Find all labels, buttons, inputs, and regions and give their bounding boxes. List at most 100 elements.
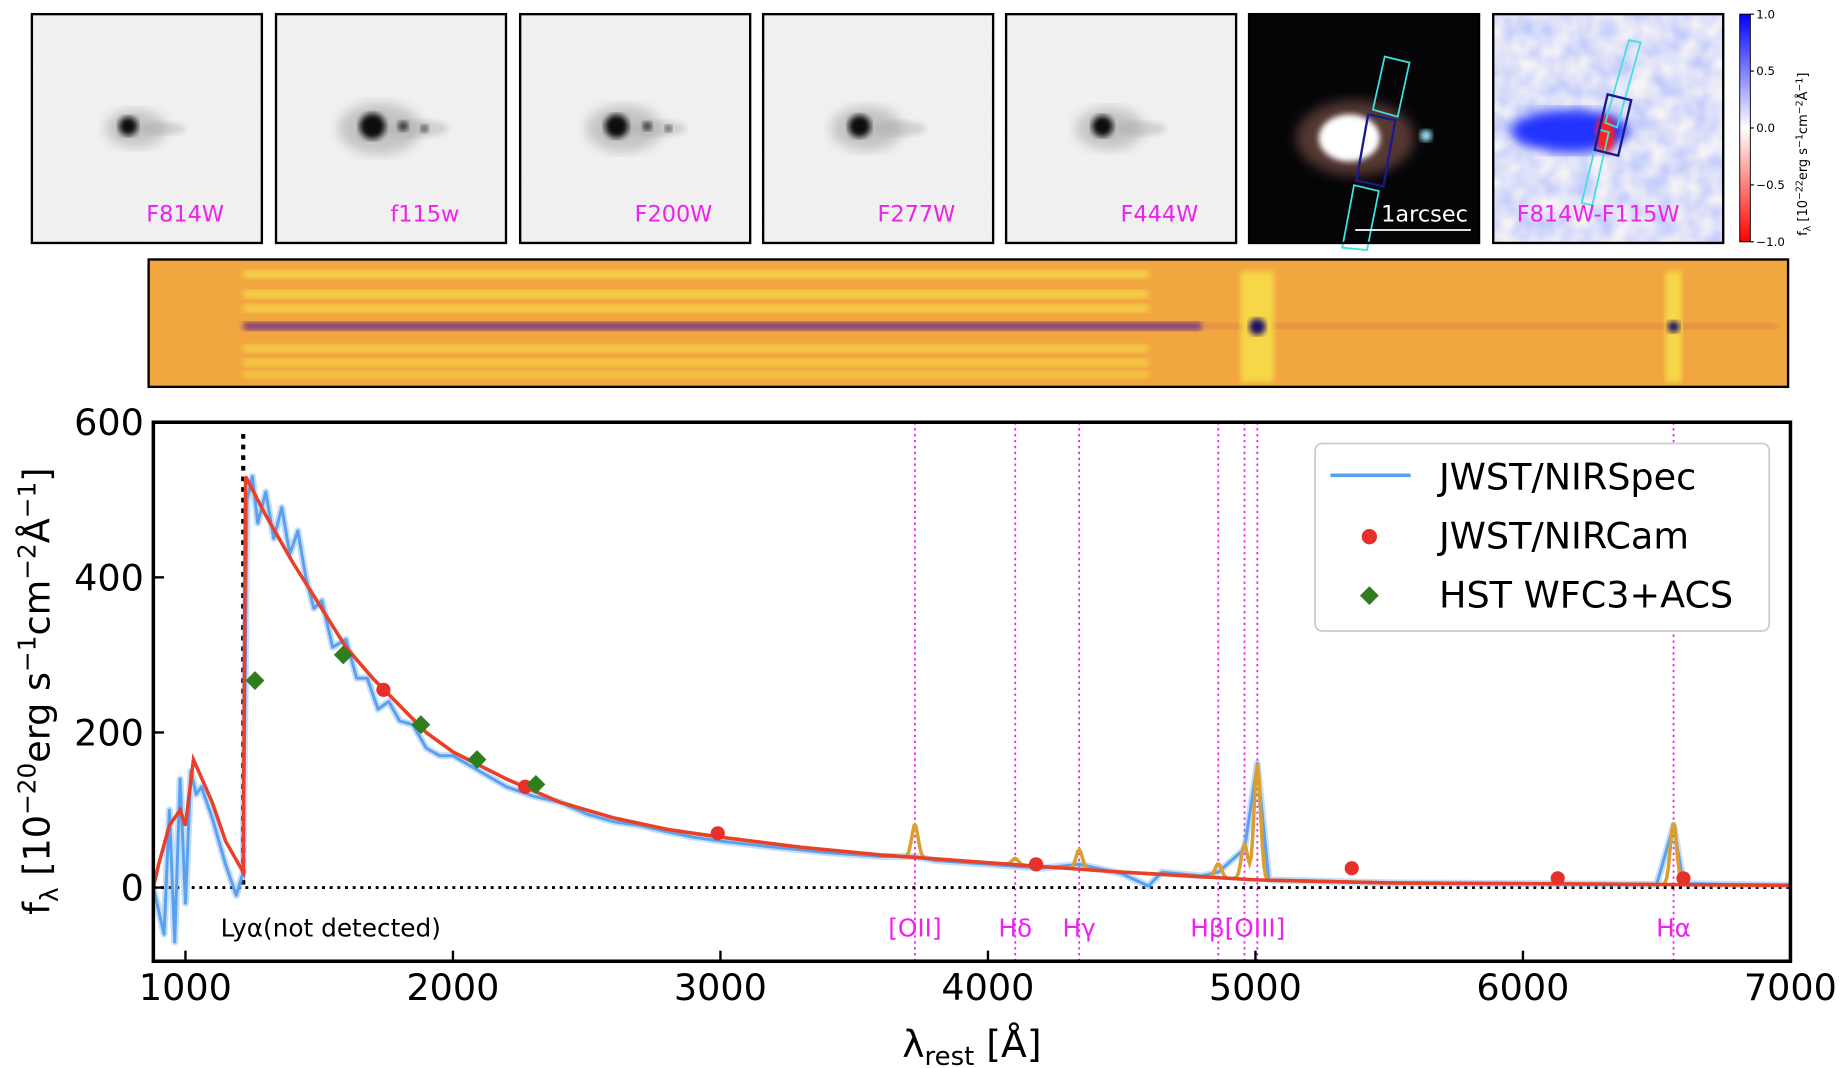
- clump: [1420, 129, 1432, 142]
- legend-swatch-hst: [1359, 586, 1379, 606]
- x-tick-label: 3000: [674, 966, 767, 1009]
- nircam-point: [376, 682, 391, 697]
- slit-shutter: [1580, 128, 1610, 207]
- colorbar-tick-label: 1.0: [1756, 7, 1775, 21]
- panel-label: F200W: [635, 202, 713, 228]
- image-panel-f444w: F444W: [1004, 12, 1238, 245]
- nircam-point: [1676, 871, 1691, 886]
- hst-point: [526, 774, 546, 794]
- x-axis-label: λrest [Å]: [902, 1022, 1041, 1068]
- x-tick-label: 7000: [1744, 966, 1837, 1009]
- emission-line-label: Hγ: [1063, 913, 1096, 942]
- panel-label: 1arcsec: [1381, 202, 1468, 228]
- y-tick-label: 600: [74, 401, 144, 444]
- colorbar-gradient: [1739, 13, 1751, 243]
- panel-frame: [1004, 12, 1238, 245]
- spectrum2d-trace: [243, 321, 1202, 331]
- slit-shutter: [1371, 55, 1411, 118]
- colorbar-tick-label: −1.0: [1756, 235, 1785, 249]
- galaxy-tail: [383, 119, 449, 138]
- legend: JWST/NIRSpec JWST/NIRCam HST WFC3+ACS: [1314, 442, 1771, 632]
- x-tick-label: 6000: [1476, 966, 1569, 1009]
- lya-label: Lyα(not detected): [221, 913, 441, 942]
- panel-frame: [1492, 12, 1725, 245]
- galaxy-tail: [1112, 121, 1166, 136]
- plot-series: [153, 472, 1791, 946]
- image-panel-f200w: F200W: [518, 12, 752, 245]
- emission-line-label: Hδ: [998, 913, 1032, 942]
- spectrum2d-stripe: [243, 344, 1149, 353]
- colorbar-tick-label: −0.5: [1756, 178, 1785, 192]
- y-axis-label: fλ [10−20erg s−1cm−2Å−1]: [12, 467, 63, 914]
- panel-label: f115w: [390, 202, 459, 228]
- spectrum2d-emission-blob: [1667, 320, 1680, 333]
- hst-point: [467, 750, 487, 770]
- image-panel-f115w: f115w: [274, 12, 508, 245]
- legend-box: [1314, 442, 1771, 632]
- colorbar-tick-label: 0.5: [1756, 64, 1775, 78]
- galaxy-core: [1091, 115, 1114, 137]
- galaxy-core: [1318, 114, 1380, 162]
- panel-frame: [761, 12, 995, 245]
- spectrum2d-stripe: [243, 290, 1149, 299]
- image-panel-f814w-f115w: F814W-F115W: [1492, 12, 1725, 245]
- y-tick-label: 400: [74, 556, 144, 599]
- legend-label: HST WFC3+ACS: [1439, 573, 1733, 616]
- panel-label: F277W: [878, 202, 956, 228]
- slit-shutter-central: [1355, 112, 1397, 188]
- galaxy-tail: [138, 121, 186, 136]
- nircam-point: [1550, 871, 1565, 886]
- emission-line-label: Hβ[OIII]: [1190, 913, 1285, 942]
- colorbar: 1.0 0.5 0.0 −0.5 −1.0 fλ [10−22erg s−1cm−2Å−1…: [1739, 7, 1813, 249]
- galaxy-core: [359, 113, 386, 140]
- image-panels: F814W f115w F200W F277W F444W 1arcsec F814W-F1…: [30, 12, 1725, 252]
- galaxy-tail: [869, 120, 927, 137]
- emission-line-label: [OII]: [888, 913, 941, 942]
- panel-frame: [30, 12, 264, 245]
- panel-label: F814W: [146, 202, 224, 228]
- galaxy-tail: [627, 120, 687, 137]
- spectrum2d-trace-faint: [1201, 323, 1777, 330]
- panel-frame: [274, 12, 508, 245]
- spectrum2d-stripe: [243, 370, 1149, 379]
- image-panel-f277w: F277W: [761, 12, 995, 245]
- spectrum-chart: [OII] Hδ Hγ Hα Hβ[OIII] Lyα(not detected) 1000…: [12, 401, 1837, 1068]
- x-tick-label: 1000: [139, 966, 232, 1009]
- spectrum2d-stripe: [243, 304, 1149, 313]
- hst-point: [411, 715, 431, 735]
- colorbar-label: fλ [10−22erg s−1cm−2Å−1]: [1794, 73, 1813, 236]
- nircam-point: [1344, 861, 1359, 876]
- slit-shutter: [1341, 184, 1380, 252]
- spectrum-2d: [147, 258, 1790, 389]
- image-panel-f814w: F814W: [30, 12, 264, 245]
- clump: [642, 121, 652, 131]
- panel-label: F814W-F115W: [1517, 202, 1680, 228]
- nircam-point: [1029, 857, 1044, 872]
- hst-point: [245, 671, 265, 690]
- clump: [420, 124, 429, 133]
- slit-shutter: [1604, 39, 1642, 129]
- image-panel-1arcsec: 1arcsec: [1247, 12, 1481, 252]
- y-tick-label: 200: [74, 711, 144, 754]
- nirspec-spectrum-line: [153, 475, 1791, 944]
- panel-label: F444W: [1121, 202, 1199, 228]
- spectrum2d-stripe: [243, 358, 1149, 367]
- slit-shutter-central: [1593, 92, 1633, 158]
- spectrum2d-emission-blob: [1249, 318, 1266, 335]
- galaxy-core: [604, 114, 629, 138]
- legend-swatch-nircam: [1361, 528, 1378, 545]
- emission-line-label: Hα: [1656, 913, 1691, 942]
- panel-frame: [518, 12, 752, 245]
- colorbar-tick-label: 0.0: [1756, 121, 1775, 135]
- x-tick-label: 4000: [941, 966, 1034, 1009]
- galaxy-core: [118, 116, 138, 136]
- clump: [664, 125, 673, 133]
- x-tick-label: 2000: [406, 966, 499, 1009]
- legend-label: JWST/NIRCam: [1437, 514, 1689, 557]
- continuum-model-line: [153, 475, 1791, 888]
- hst-point: [333, 645, 353, 665]
- x-tick-label: 5000: [1209, 966, 1302, 1009]
- clump: [397, 121, 409, 132]
- y-tick-label: 0: [121, 867, 144, 910]
